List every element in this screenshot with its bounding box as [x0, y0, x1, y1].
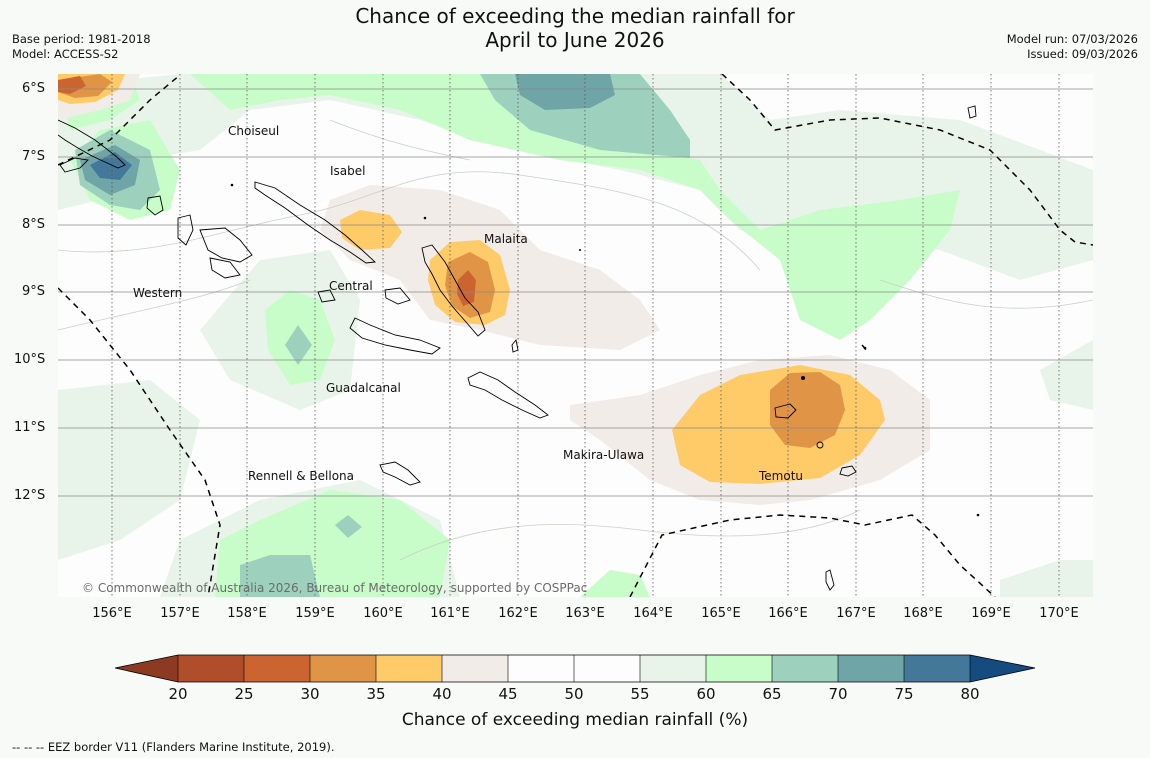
- colorbar-cell: [706, 655, 772, 682]
- colorbar-cell: [574, 655, 640, 682]
- region-label-malaita: Malaita: [484, 232, 528, 246]
- colorbar-tick: 20: [168, 685, 188, 703]
- lon-label: 165°E: [701, 606, 741, 621]
- color-bar: [114, 654, 1036, 683]
- colorbar-cell: [838, 655, 904, 682]
- lon-label: 170°E: [1039, 606, 1079, 621]
- region-label-central: Central: [329, 279, 373, 293]
- region-label-western: Western: [133, 286, 183, 300]
- region-label-rennell-bellona: Rennell & Bellona: [248, 469, 355, 483]
- map-title-line1: Chance of exceeding the median rainfall …: [355, 4, 795, 28]
- region-label-isabel: Isabel: [330, 164, 366, 178]
- longitude-gridlines: [111, 74, 1060, 597]
- map-area: [58, 74, 1093, 597]
- lon-label: 159°E: [295, 606, 335, 621]
- colorbar-cell: [904, 655, 970, 682]
- lon-label: 168°E: [903, 606, 943, 621]
- lon-label: 158°E: [227, 606, 267, 621]
- colorbar-cell: [244, 655, 310, 682]
- colorbar-under-triangle: [115, 655, 178, 682]
- colorbar-tick: 55: [630, 685, 650, 703]
- copyright-notice: © Commonwealth of Australia 2026, Bureau…: [82, 581, 588, 595]
- lat-label: 8°S: [22, 217, 46, 232]
- lat-label: 6°S: [22, 81, 46, 96]
- colorbar-cell: [442, 655, 508, 682]
- lon-label: 161°E: [430, 606, 470, 621]
- base-period: Base period: 1981-2018: [12, 32, 151, 46]
- region-label-choiseul: Choiseul: [228, 124, 280, 138]
- lat-label: 11°S: [14, 420, 46, 435]
- model-run: Model run: 07/03/2026: [1006, 32, 1138, 46]
- eez-footnote: -- -- -- EEZ border V11 (Flanders Marine…: [12, 740, 335, 754]
- lon-label: 169°E: [971, 606, 1011, 621]
- lat-label: 7°S: [22, 149, 46, 164]
- lon-label: 162°E: [498, 606, 538, 621]
- colorbar-tick: 30: [300, 685, 320, 703]
- map-title-line2: April to June 2026: [485, 28, 665, 52]
- lat-label: 9°S: [22, 284, 46, 299]
- lon-label: 156°E: [92, 606, 132, 621]
- region-label-makira-ulawa: Makira-Ulawa: [563, 448, 645, 462]
- small-islets: [230, 183, 980, 517]
- region-label-temotu: Temotu: [759, 469, 804, 483]
- colorbar-tick: 50: [564, 685, 584, 703]
- colorbar-cell: [772, 655, 838, 682]
- lat-label: 12°S: [14, 488, 46, 503]
- contour-75-80: [90, 152, 132, 180]
- latitude-gridlines: [58, 88, 1093, 497]
- colorbar-tick: 40: [432, 685, 452, 703]
- lat-label: 10°S: [14, 352, 46, 367]
- colorbar-cell: [178, 655, 244, 682]
- lon-label: 157°E: [160, 606, 200, 621]
- colorbar-tick: 70: [828, 685, 848, 703]
- contour-lines: [58, 119, 1093, 561]
- region-label-guadalcanal: Guadalcanal: [326, 381, 401, 395]
- colorbar-cell: [310, 655, 376, 682]
- lon-label: 160°E: [363, 606, 403, 621]
- eez-border: [58, 74, 1093, 597]
- colorbar-over-triangle: [970, 655, 1035, 682]
- colorbar-label: Chance of exceeding median rainfall (%): [401, 710, 749, 730]
- contour-25-30: [58, 76, 476, 306]
- colorbar-cell: [376, 655, 442, 682]
- lon-label: 166°E: [768, 606, 808, 621]
- lon-label: 167°E: [836, 606, 876, 621]
- colorbar-tick: 75: [894, 685, 914, 703]
- lon-label: 164°E: [633, 606, 673, 621]
- issued-date: Issued: 09/03/2026: [1027, 47, 1138, 61]
- colorbar-tick: 65: [762, 685, 782, 703]
- colorbar-tick: 60: [696, 685, 716, 703]
- colorbar-tick: 45: [498, 685, 518, 703]
- colorbar-tick: 35: [366, 685, 386, 703]
- colorbar-tick: 25: [234, 685, 254, 703]
- colorbar-cell: [508, 655, 574, 682]
- colorbar-cell: [640, 655, 706, 682]
- model-name: Model: ACCESS-S2: [12, 47, 119, 61]
- colorbar-tick: 80: [960, 685, 980, 703]
- island-coastlines: [58, 105, 977, 591]
- lon-label: 163°E: [565, 606, 605, 621]
